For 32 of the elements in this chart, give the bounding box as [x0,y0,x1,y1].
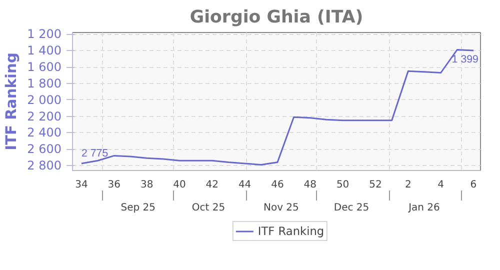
x-tick-label: 42 [206,180,219,190]
x-tick-label: 40 [173,180,186,190]
x-tick-label: 6 [470,180,477,190]
data-label: 2 775 [81,148,108,160]
y-tick-label: 1 600 [27,60,62,74]
x-tick-label: 50 [336,180,350,190]
x2-tick-label: Nov 25 [263,202,299,214]
y-tick-label: 2 800 [27,158,62,173]
x-tick-label: 44 [238,180,252,190]
legend-label: ITF Ranking [258,224,324,238]
y-tick-label: 2 000 [27,92,62,107]
x2-tick-label: Jan 26 [408,202,440,214]
y-tick-label: 1 200 [27,27,62,42]
x-tick-label: 34 [75,180,88,190]
x2-tick-label: Oct 25 [192,202,226,214]
y-axis-title: ITF Ranking [3,52,20,150]
y-tick-label: 1 800 [27,76,62,90]
x-tick-label: 48 [304,180,317,190]
x-tick-label: 36 [108,180,121,190]
y-tick-label: 2 200 [27,109,62,124]
y-tick-label: 1 400 [27,44,62,58]
data-label: 1 399 [452,53,479,66]
y-tick-label: 2 400 [27,126,62,140]
chart-title: Giorgio Ghia (ITA) [190,8,364,28]
x-tick-label: 38 [140,180,154,190]
x2-tick-label: Dec 25 [334,202,370,214]
y-tick-label: 2 600 [27,142,62,156]
x-tick-label: 52 [369,180,382,190]
x2-tick-label: Sep 25 [120,202,156,214]
x-tick-label: 2 [404,180,412,190]
x-tick-label: 46 [271,180,284,190]
x-tick-label: 4 [438,180,444,190]
